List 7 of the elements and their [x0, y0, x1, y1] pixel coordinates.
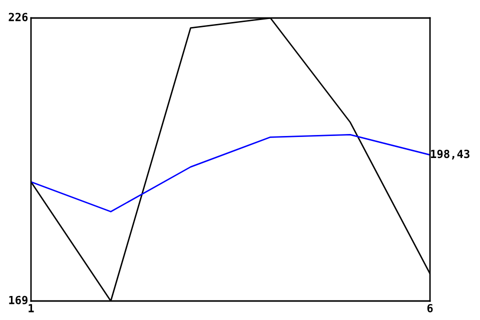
line-series — [31, 134, 430, 212]
annotation: 198,43 — [431, 150, 470, 160]
y-tick-label: 226 — [8, 12, 28, 22]
line-series — [31, 18, 430, 301]
x-tick-label: 1 — [28, 304, 34, 312]
x-tick-label: 6 — [427, 304, 433, 312]
y-tick-label: 169 — [9, 296, 28, 304]
